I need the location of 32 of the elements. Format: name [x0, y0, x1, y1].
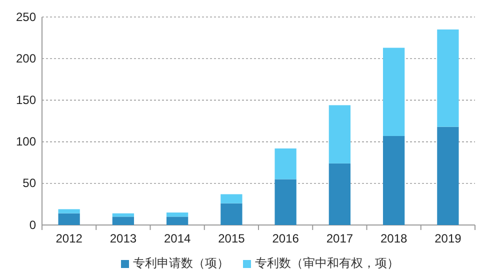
bar: [220, 203, 242, 225]
x-tick-label: 2013: [110, 232, 137, 246]
bar: [220, 194, 242, 204]
bar: [58, 209, 80, 214]
x-tick-label: 2012: [56, 232, 83, 246]
bar: [382, 136, 405, 225]
bar: [112, 213, 134, 217]
bar: [328, 105, 351, 164]
y-tick-label: 100: [16, 134, 36, 149]
bar: [166, 212, 188, 217]
y-tick-label: 50: [22, 176, 36, 190]
bar: [328, 163, 351, 225]
bar: [166, 216, 188, 225]
x-tick-label: 2018: [380, 232, 408, 246]
x-tick-label: 2016: [272, 232, 300, 246]
bar: [112, 216, 134, 225]
y-tick-label: 200: [16, 51, 36, 66]
bar: [382, 48, 405, 136]
x-tick-label: 2015: [218, 232, 246, 246]
bar: [274, 148, 296, 180]
y-tick-label: 0: [29, 218, 36, 232]
bar: [58, 213, 80, 225]
bar: [437, 29, 459, 127]
y-tick-label: 150: [16, 93, 36, 108]
bar: [274, 179, 296, 225]
legend-label: 专利数（审中和有权，项）: [255, 256, 399, 270]
x-tick-label: 2017: [326, 232, 354, 246]
y-tick-label: 250: [16, 10, 36, 24]
bar: [437, 126, 459, 225]
legend-label: 专利申请数（项）: [133, 256, 229, 270]
x-tick-label: 2014: [164, 232, 191, 246]
x-tick-label: 2019: [434, 232, 462, 246]
